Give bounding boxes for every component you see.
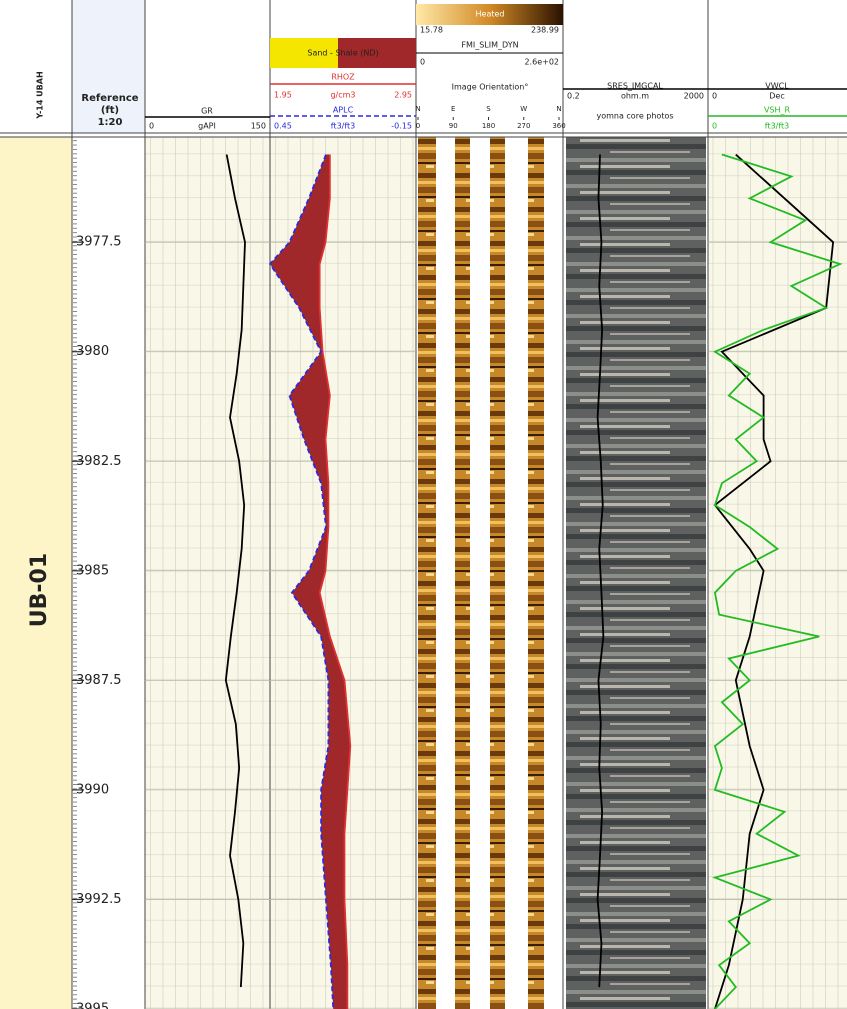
depth-label: 3987.5 (76, 673, 122, 688)
fmi-image (418, 137, 544, 1009)
depth-scale: 1:20 (98, 117, 123, 128)
curve-unit: Dec (769, 92, 784, 101)
depth-label: 3995 (76, 1002, 109, 1009)
curve-name: GR (201, 107, 213, 116)
orientation-tick: 180 (482, 122, 495, 130)
orientation-category: W (520, 105, 527, 113)
scale-min: 0.45 (274, 122, 292, 131)
scale-min: 0 (149, 122, 154, 131)
scale-min: 0 (420, 58, 425, 67)
orientation-label: Image Orientation° (452, 83, 529, 92)
orientation-category: N (556, 105, 561, 113)
scale-min: 0 (712, 122, 717, 131)
scale-min: 1.95 (274, 91, 292, 100)
depth-unit: (ft) (101, 105, 119, 116)
color-scale-max: 238.99 (531, 26, 559, 35)
track-grid (708, 137, 847, 1009)
curve-name: APLC (333, 106, 354, 115)
scale-min: 0 (712, 92, 717, 101)
page: Y-14 UBAH UB-01 Reference (ft) 1:20 GR 0… (0, 0, 847, 1009)
orientation-category: N (415, 105, 420, 113)
orientation-tick: 90 (449, 122, 458, 130)
scale-min: 0.2 (567, 92, 580, 101)
curve-name: RHOZ (331, 73, 355, 82)
curve-unit: ft3/ft3 (765, 122, 790, 131)
fill-label: Sand - Shale (ND) (307, 49, 378, 58)
curve-unit: gAPI (198, 122, 216, 131)
depth-label: 3990 (76, 782, 109, 797)
depth-label: 3985 (76, 563, 109, 578)
image-name: FMI_SLIM_DYN (461, 41, 518, 50)
depth-label: 3977.5 (76, 235, 122, 250)
core-photos (566, 137, 706, 1009)
orientation-category: E (451, 105, 455, 113)
well-log: Y-14 UBAH UB-01 Reference (ft) 1:20 GR 0… (0, 0, 847, 1009)
orientation-category: S (486, 105, 491, 113)
depth-label: 3992.5 (76, 892, 122, 907)
orientation-tick: 0 (416, 122, 420, 130)
orientation-tick: 360 (552, 122, 565, 130)
curve-unit: g/cm3 (330, 91, 355, 100)
orientation-tick: 270 (517, 122, 530, 130)
scale-max: -0.15 (391, 122, 412, 131)
well-name: Y-14 UBAH (36, 71, 45, 119)
color-scale-min: 15.78 (420, 26, 443, 35)
curve-name: VSH_R (764, 106, 791, 115)
depth-label: 3980 (76, 344, 109, 359)
scale-max: 2.6e+02 (524, 58, 559, 67)
curve-unit: ft3/ft3 (331, 122, 356, 131)
zone-name: UB-01 (27, 553, 52, 627)
track-grid (145, 137, 270, 1009)
curve-unit: ohm.m (621, 92, 649, 101)
depth-label: Reference (81, 93, 138, 104)
scale-max: 2.95 (394, 91, 412, 100)
depth-label: 3982.5 (76, 454, 122, 469)
core-label: yomna core photos (596, 112, 673, 121)
scale-max: 2000 (684, 92, 704, 101)
scale-max: 150 (251, 122, 266, 131)
color-scale-name: Heated (476, 10, 505, 19)
